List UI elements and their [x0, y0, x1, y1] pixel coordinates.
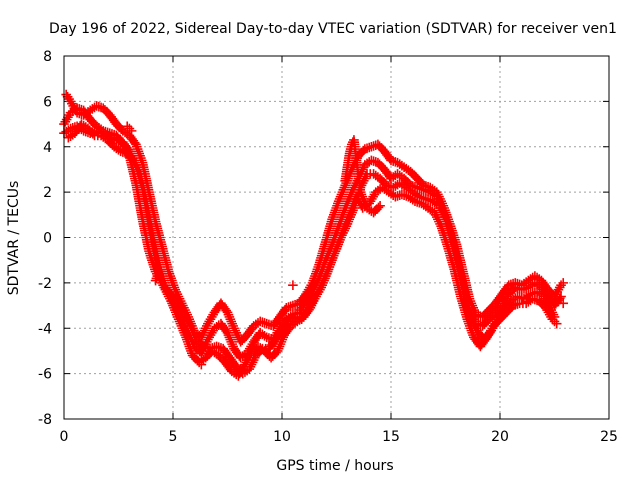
data-points [59, 89, 569, 381]
chart-title: Day 196 of 2022, Sidereal Day-to-day VTE… [49, 21, 617, 37]
data-point [196, 359, 207, 370]
tick-labels: 0 5 10 15 20 25 -8 -6 -4 -2 0 2 4 6 8 [38, 49, 618, 445]
x-tick-label: 25 [600, 429, 618, 445]
data-point [558, 278, 569, 288]
data-point [554, 293, 565, 304]
y-axis-label: SDTVAR / TECUs [6, 181, 22, 296]
data-point [551, 318, 562, 329]
y-tick-label: 4 [43, 140, 52, 156]
plot-frame [63, 55, 610, 420]
series-track-d [63, 119, 562, 381]
data-point [235, 364, 246, 374]
y-tick-label: 8 [43, 49, 52, 65]
x-tick-label: 0 [60, 429, 69, 445]
data-point [288, 280, 298, 290]
series-track-e [122, 121, 569, 374]
y-tick-label: 2 [43, 185, 52, 201]
data-point [126, 126, 137, 136]
data-point [155, 264, 165, 275]
x-tick-label: 5 [169, 429, 178, 445]
data-point [375, 200, 385, 211]
y-tick-label: -6 [38, 367, 52, 383]
data-point [88, 128, 98, 139]
x-tick-label: 10 [273, 429, 291, 445]
x-tick-label: 15 [382, 429, 400, 445]
y-tick-label: -8 [38, 412, 52, 428]
data-point [373, 202, 384, 213]
x-axis-label: GPS time / hours [276, 458, 393, 474]
y-tick-label: -4 [38, 321, 52, 337]
y-tick-label: 0 [43, 231, 52, 247]
y-tick-label: -2 [38, 276, 52, 292]
x-tick-label: 20 [491, 429, 509, 445]
data-point [558, 298, 569, 309]
y-tick-label: 6 [43, 94, 52, 110]
